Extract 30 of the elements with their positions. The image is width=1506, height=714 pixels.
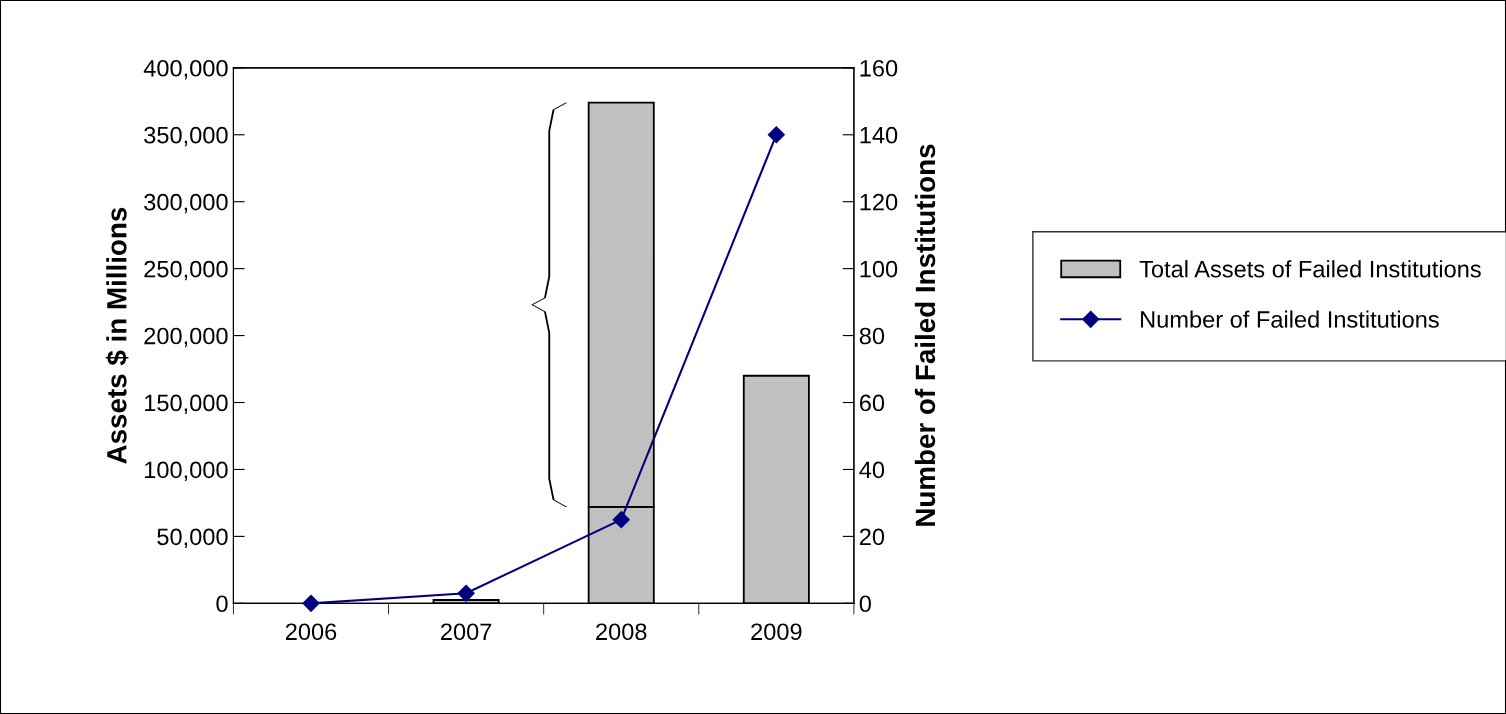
y-tick-label: 0 [216, 595, 228, 613]
y2-tick-label: 140 [860, 126, 898, 144]
y-tick-label: 200,000 [144, 327, 228, 348]
y-tick-label: 50,000 [157, 528, 228, 548]
point [457, 584, 475, 602]
y-tick-label: 400,000 [143, 59, 228, 80]
y-tick-label: 350,000 [144, 126, 228, 147]
y-axis-title: Assets $ in Millions [105, 207, 129, 464]
point [612, 511, 630, 529]
legend-label: Total Assets of Failed Institutions [1139, 260, 1481, 278]
point [302, 594, 320, 612]
y2-tick-label: 160 [860, 59, 898, 77]
y2-tick-label: 40 [859, 461, 885, 479]
y-tick-label: 150,000 [145, 394, 228, 415]
x-tick-label: 2007 [441, 623, 492, 641]
y2-tick-label: 20 [859, 528, 885, 546]
x-tick-label: 2009 [751, 623, 802, 641]
y2-tick-label: 0 [859, 595, 871, 613]
point [767, 126, 785, 144]
y2-tick-label: 100 [860, 260, 898, 278]
x-tick-label: 2006 [285, 623, 337, 641]
y2-tick-label: 120 [860, 193, 898, 211]
y-tick-label: 100,000 [145, 461, 228, 482]
y2-axis-title: Number of Failed Institutions [914, 144, 936, 526]
legend-label: Number of Failed Institutions [1141, 310, 1439, 328]
y-tick-label: 300,000 [144, 193, 228, 214]
x-tick-label: 2008 [596, 623, 647, 641]
y2-tick-label: 60 [859, 394, 885, 412]
y-tick-label: 250,000 [144, 260, 228, 281]
y2-tick-label: 80 [859, 327, 885, 345]
